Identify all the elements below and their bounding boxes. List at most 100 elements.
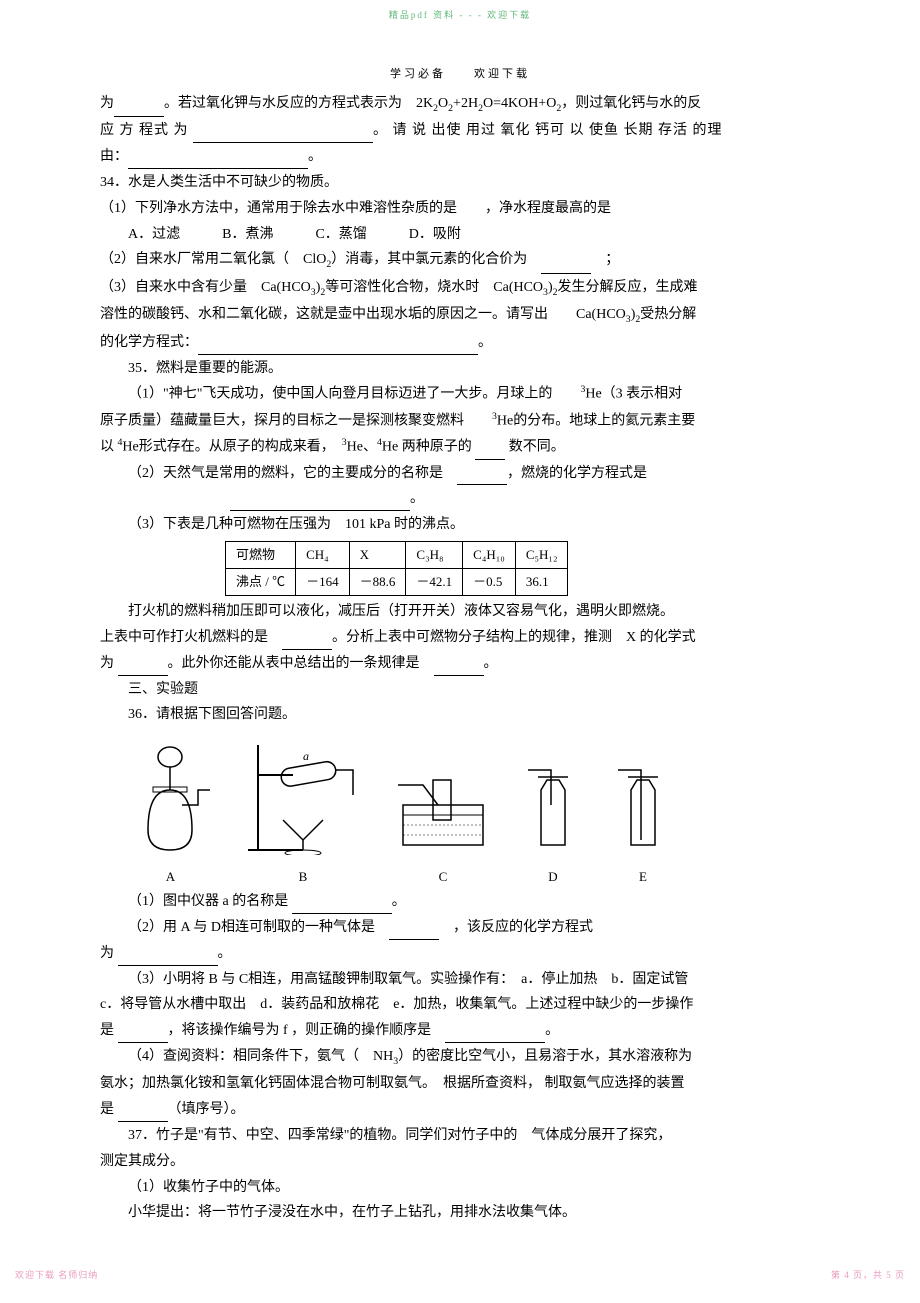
t: 发生分解反应，生成难 bbox=[558, 280, 698, 295]
blank bbox=[282, 633, 332, 650]
th: 可燃物 bbox=[226, 542, 296, 569]
q36-p1: （1）图中仪器 a 的名称是 。 bbox=[100, 890, 820, 914]
test-tube-stand-icon: a bbox=[243, 735, 363, 855]
header-note: 精品pdf 资料 - - - 欢迎下载 bbox=[389, 8, 531, 23]
q36-p3c: 是 ，将该操作编号为 f ，则正确的操作顺序是 。 bbox=[100, 1019, 820, 1043]
t: 为 bbox=[100, 946, 114, 961]
t: （2）用 A 与 D相连可制取的一种气体是 bbox=[128, 920, 375, 935]
q35-p1a: （1）"神七"飞天成功，使中国人向登月目标迈进了一大步。月球上的 3He（3 表… bbox=[100, 382, 820, 406]
t: 溶性的碳酸钙、水和二氧化碳，这就是壶中出现水垢的原因之一。请写出 Ca(HCO bbox=[100, 307, 626, 322]
q35-p1c: 以 4He形式存在。从原子的构成来看， 3He、4He 两种原子的 数不同。 bbox=[100, 435, 820, 459]
blank bbox=[118, 1026, 168, 1043]
t: O bbox=[438, 96, 448, 111]
t: （填序号）。 bbox=[168, 1102, 245, 1117]
t: 由： bbox=[100, 149, 128, 164]
t: 应 方 程式 为 bbox=[100, 123, 189, 138]
t: 。 bbox=[218, 946, 232, 961]
t: ，燃烧的化学方程式是 bbox=[507, 466, 647, 481]
q36-p4a: （4）查阅资料：相同条件下，氨气（ NH3）的密度比空气小，且易溶于水，其水溶液… bbox=[100, 1045, 820, 1070]
table-row: 可燃物 CH₄ X C₃H₈ C₄H₁₀ C₅H₁₂ bbox=[226, 542, 568, 569]
t: 受热分解 bbox=[640, 307, 696, 322]
t: 数不同。 bbox=[509, 440, 565, 455]
q37-title: 37．竹子是"有节、中空、四季常绿"的植物。同学们对竹子中的 气体成分展开了探究… bbox=[100, 1124, 820, 1148]
td: －42.1 bbox=[406, 569, 463, 596]
q34-title: 34．水是人类生活中不可缺少的物质。 bbox=[100, 171, 820, 195]
diagram-e: E bbox=[613, 755, 673, 888]
t: He 两种原子的 bbox=[382, 440, 472, 455]
gas-bottle-down-icon bbox=[613, 755, 673, 855]
t: 为 bbox=[100, 96, 114, 111]
t: 。 bbox=[484, 656, 498, 671]
t: O=4KOH+ bbox=[483, 96, 546, 111]
t: O bbox=[546, 96, 556, 111]
q35-p5b: 为 。此外你还能从表中总结出的一条规律是 。 bbox=[100, 652, 820, 676]
blank bbox=[128, 152, 308, 169]
diagram-label-e: E bbox=[613, 866, 673, 888]
t: 。 bbox=[308, 149, 322, 164]
blank bbox=[541, 257, 591, 274]
t: 的化学方程式： bbox=[100, 335, 198, 350]
blank bbox=[118, 949, 218, 966]
t: 。 bbox=[410, 491, 424, 506]
table-row: 沸点 / ℃ －164 －88.6 －42.1 －0.5 36.1 bbox=[226, 569, 568, 596]
blank bbox=[475, 443, 505, 460]
blank bbox=[193, 126, 373, 143]
t: （4）查阅资料：相同条件下，氨气（ NH bbox=[128, 1049, 393, 1064]
t: 为 bbox=[100, 656, 114, 671]
th: C₄H₁₀ bbox=[463, 542, 516, 569]
footer-left: 欢迎下载 名师归纳 bbox=[15, 1268, 98, 1283]
td: 36.1 bbox=[515, 569, 568, 596]
p33-line1: 为。若过氧化钾与水反应的方程式表示为 2K2O2+2H2O=4KOH+O2，则过… bbox=[100, 92, 820, 117]
t: He、 bbox=[347, 440, 377, 455]
flask-funnel-icon bbox=[128, 735, 213, 855]
t: 。 bbox=[478, 335, 492, 350]
q34-p3c: 的化学方程式： 。 bbox=[100, 331, 820, 355]
t: 原子质量）蕴藏量巨大，探月的目标之一是探测核聚变燃料 bbox=[100, 413, 492, 428]
blank bbox=[118, 1105, 168, 1122]
label-a: a bbox=[303, 749, 309, 763]
q36-p4c: 是 （填序号）。 bbox=[100, 1098, 820, 1122]
t: （3）自来水中含有少量 Ca(HCO bbox=[100, 280, 311, 295]
t: 等可溶性化合物，烧水时 Ca(HCO bbox=[325, 280, 543, 295]
t: 上表中可作打火机燃料的是 bbox=[100, 630, 268, 645]
t: He形式存在。从原子的构成来看， bbox=[122, 440, 341, 455]
t: 是 bbox=[100, 1102, 114, 1117]
q34-p1: （1）下列净水方法中，通常用于除去水中难溶性杂质的是 ，净水程度最高的是 bbox=[100, 197, 820, 221]
q37-p3: 小华提出：将一节竹子浸没在水中，在竹子上钻孔，用排水法收集气体。 bbox=[100, 1201, 820, 1225]
diagram-b: a B bbox=[243, 735, 363, 888]
t: （1）"神七"飞天成功，使中国人向登月目标迈进了一大步。月球上的 bbox=[128, 387, 580, 402]
blank bbox=[457, 469, 507, 486]
document-body: 为。若过氧化钾与水反应的方程式表示为 2K2O2+2H2O=4KOH+O2，则过… bbox=[100, 92, 820, 1227]
t: ，该反应的化学方程式 bbox=[453, 920, 593, 935]
q34-opts: A．过滤 B．煮沸 C．蒸馏 D．吸附 bbox=[100, 223, 820, 247]
t: （2）天然气是常用的燃料，它的主要成分的名称是 bbox=[128, 466, 443, 481]
diagram-label-b: B bbox=[243, 866, 363, 888]
t: ）消毒，其中氯元素的化合价为 bbox=[331, 252, 527, 267]
td: －88.6 bbox=[349, 569, 406, 596]
t: 。分析上表中可燃物分子结构上的规律，推测 X 的化学式 bbox=[332, 630, 696, 645]
blank bbox=[389, 923, 439, 940]
p33-line2: 应 方 程式 为 。 请 说 出使 用过 氧化 钙可 以 使鱼 长期 存活 的理 bbox=[100, 119, 820, 143]
t: 。 bbox=[545, 1023, 559, 1038]
th: C₅H₁₂ bbox=[515, 542, 568, 569]
q35-p1b: 原子质量）蕴藏量巨大，探月的目标之一是探测核聚变燃料 3He的分布。地球上的氦元… bbox=[100, 409, 820, 433]
t: +2H bbox=[453, 96, 478, 111]
diagram-label-d: D bbox=[523, 866, 583, 888]
blank bbox=[445, 1026, 545, 1043]
q34-p2: （2）自来水厂常用二氧化氯（ ClO2）消毒，其中氯元素的化合价为 ； bbox=[100, 248, 820, 273]
diagram-d: D bbox=[523, 755, 583, 888]
water-trough-icon bbox=[393, 755, 493, 855]
fuel-table: 可燃物 CH₄ X C₃H₈ C₄H₁₀ C₅H₁₂ 沸点 / ℃ －164 －… bbox=[225, 541, 568, 596]
th: CH₄ bbox=[296, 542, 350, 569]
section3-title: 三、实验题 bbox=[100, 678, 820, 702]
t: He（3 表示相对 bbox=[585, 387, 682, 402]
blank bbox=[230, 494, 410, 511]
q36-p2b: 为 。 bbox=[100, 942, 820, 966]
t: 以 bbox=[100, 440, 118, 455]
t: He的分布。地球上的氦元素主要 bbox=[497, 413, 695, 428]
q35-p3: （3）下表是几种可燃物在压强为 101 kPa 时的沸点。 bbox=[100, 513, 820, 537]
q37-p1: 测定其成分。 bbox=[100, 1150, 820, 1174]
apparatus-diagrams: A a B bbox=[128, 735, 820, 888]
q36-p4b: 氨水；加热氯化铵和氢氧化钙固体混合物可制取氨气。 根据所查资料， 制取氨气应选择… bbox=[100, 1072, 820, 1096]
q36-title: 36．请根据下图回答问题。 bbox=[100, 703, 820, 727]
